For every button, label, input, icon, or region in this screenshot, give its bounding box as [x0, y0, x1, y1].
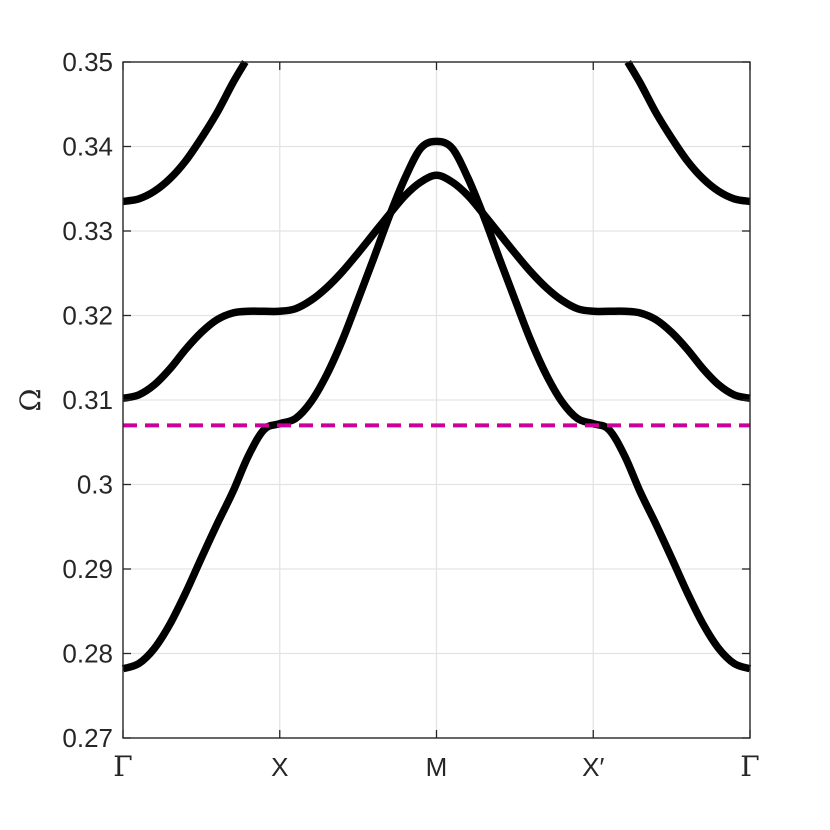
grid	[123, 62, 750, 738]
y-tick-label: 0.29	[62, 554, 113, 584]
y-tick-label: 0.3	[77, 470, 113, 500]
y-tick-label: 0.32	[62, 301, 113, 331]
axis-ticks	[122, 61, 751, 739]
y-tick-label: 0.27	[62, 723, 113, 753]
band-curve-1	[121, 137, 752, 673]
x-tick-label: X′	[582, 752, 604, 782]
x-tick-label: X	[271, 752, 288, 782]
y-axis-label: Ω	[14, 388, 47, 411]
x-tick-labels: Γ X M X′ Γ	[113, 750, 759, 783]
y-tick-label: 0.28	[62, 639, 113, 669]
y-tick-label: 0.35	[62, 47, 113, 77]
band-curve-3	[122, 60, 249, 206]
plot-lines	[121, 60, 752, 673]
y-tick-labels: 0.27 0.28 0.29 0.3 0.31 0.32 0.33 0.34 0.35	[62, 47, 113, 753]
y-tick-label: 0.34	[62, 132, 113, 162]
y-tick-label: 0.33	[62, 216, 113, 246]
band-curve-4	[624, 60, 751, 206]
band-curve-2	[122, 171, 751, 403]
y-tick-label: 0.31	[62, 385, 113, 415]
x-tick-label: Γ	[113, 750, 132, 783]
x-tick-label: M	[426, 752, 448, 782]
x-tick-label: Γ	[740, 750, 759, 783]
